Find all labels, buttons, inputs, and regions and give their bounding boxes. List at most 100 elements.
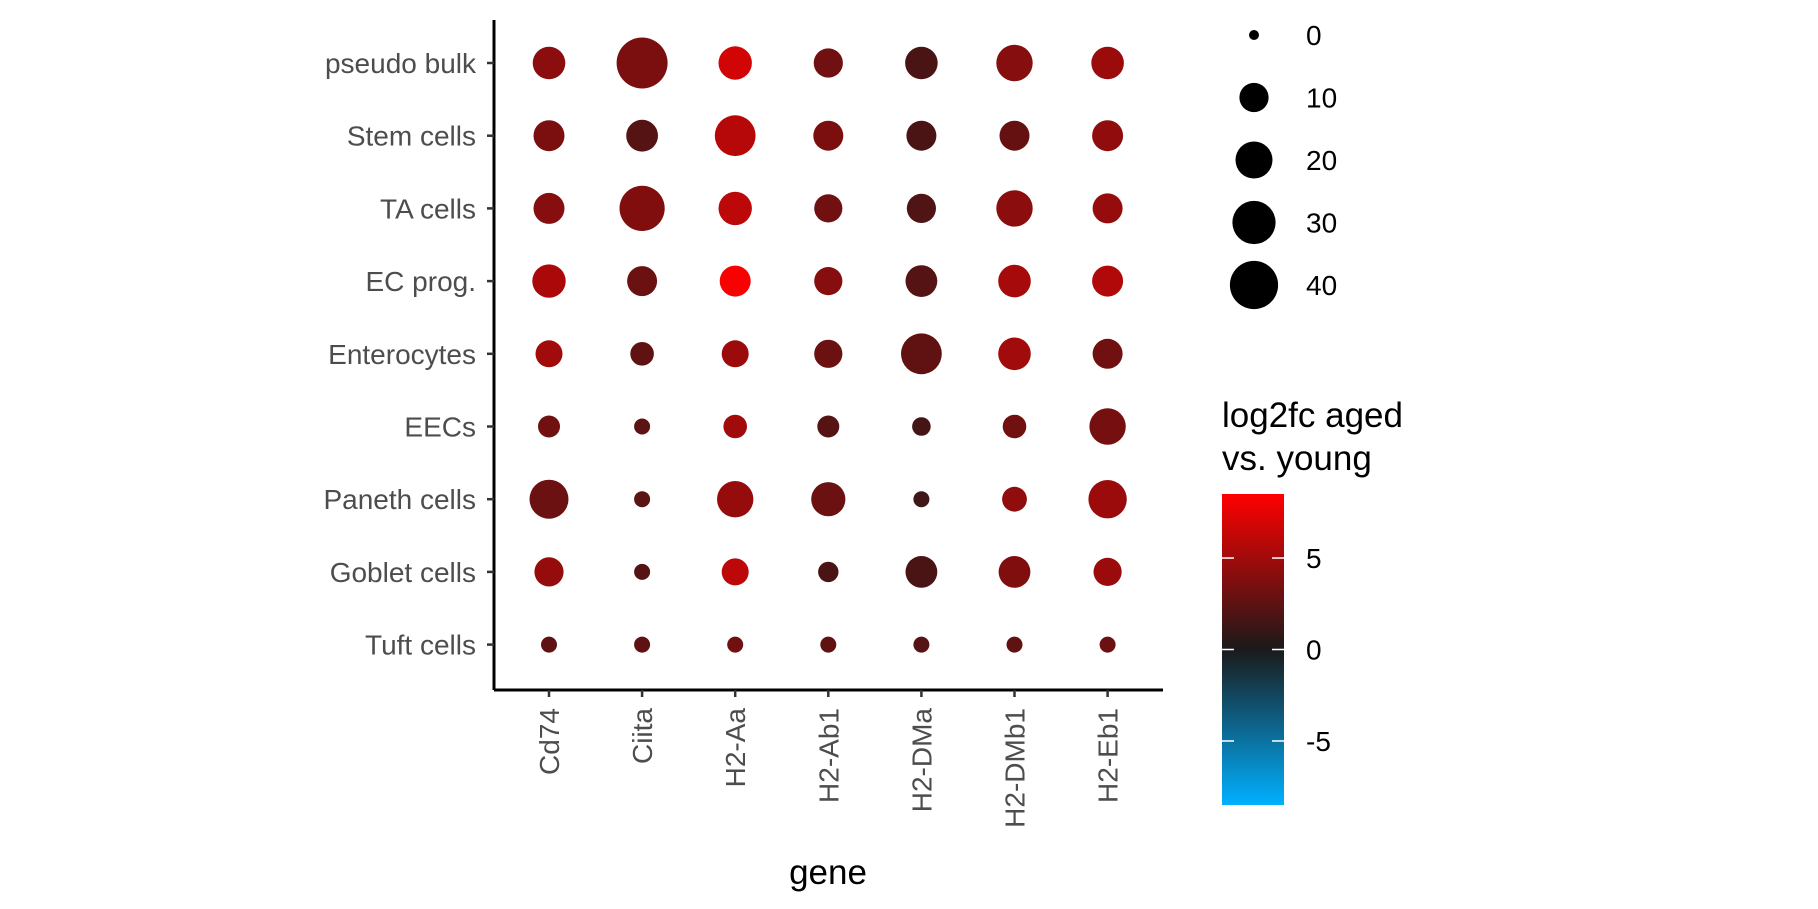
dot-eecs-h2-eb1 (1089, 408, 1126, 445)
size-legend: 0 10 20 30 40 (1229, 20, 1337, 310)
dot-goblet-cells-h2-dma (905, 556, 938, 588)
dot-enterocytes-h2-dmb1 (998, 337, 1031, 371)
x-tick-label: H2-Eb1 (1093, 708, 1124, 803)
dot-goblet-cells-cd74 (534, 557, 564, 587)
size-legend-key (1232, 200, 1276, 245)
y-tick-label: Enterocytes (328, 339, 476, 370)
size-legend-label: 0 (1306, 20, 1322, 51)
y-tick-label: Goblet cells (330, 557, 476, 588)
dot-goblet-cells-h2-dmb1 (998, 556, 1031, 588)
dot-pseudo-bulk-h2-ab1 (813, 48, 843, 78)
dot-ta-cells-cd74 (533, 192, 565, 224)
size-legend-key (1249, 30, 1259, 40)
dot-tuft-cells-h2-dma (913, 636, 930, 653)
dot-pseudo-bulk-cd74 (532, 46, 566, 80)
dot-eecs-h2-dmb1 (1002, 414, 1027, 439)
y-tick-label: EC prog. (366, 266, 477, 297)
dot-eecs-cd74 (538, 415, 560, 438)
dot-goblet-cells-h2-aa (721, 558, 749, 586)
size-legend-key (1239, 82, 1269, 113)
dot-ec-prog--h2-aa (719, 265, 751, 297)
size-legend-label: 30 (1306, 208, 1337, 239)
dot-pseudo-bulk-ciita (616, 37, 668, 89)
dot-pseudo-bulk-h2-eb1 (1091, 46, 1124, 80)
x-axis-title: gene (789, 853, 867, 892)
color-legend-title-line-1: log2fc aged (1222, 396, 1403, 435)
y-tick-label: Tuft cells (365, 630, 476, 661)
dot-enterocytes-h2-ab1 (814, 339, 843, 368)
size-legend-label: 20 (1306, 145, 1337, 176)
dot-enterocytes-h2-eb1 (1092, 338, 1123, 369)
dot-pseudo-bulk-h2-aa (718, 46, 752, 80)
dot-tuft-cells-h2-eb1 (1099, 636, 1116, 653)
x-tick-label: Cd74 (534, 708, 565, 775)
dot-paneth-cells-h2-dma (913, 491, 930, 508)
dot-enterocytes-cd74 (535, 340, 563, 368)
dot-enterocytes-h2-aa (721, 340, 749, 368)
dot-tuft-cells-h2-dmb1 (1006, 636, 1023, 653)
plot-panel: pseudo bulk Stem cells TA cells EC prog. Ent… (323, 20, 1163, 892)
dot-ta-cells-h2-dma (906, 193, 937, 223)
dot-ta-cells-h2-aa (718, 191, 752, 226)
dot-enterocytes-h2-dma (901, 333, 942, 375)
dot-ta-cells-h2-ab1 (814, 194, 843, 223)
dot-goblet-cells-ciita (634, 563, 651, 580)
y-tick-label: pseudo bulk (325, 48, 477, 79)
colorbar-label: -5 (1306, 726, 1331, 757)
dot-stem-cells-h2-ab1 (813, 120, 844, 151)
dot-goblet-cells-h2-ab1 (818, 561, 839, 583)
dot-eecs-h2-ab1 (817, 415, 840, 438)
dot-stem-cells-h2-eb1 (1092, 120, 1124, 152)
size-legend-label: 40 (1306, 270, 1337, 301)
dot-stem-cells-ciita (626, 119, 658, 152)
size-legend-label: 10 (1306, 83, 1337, 114)
dot-ec-prog--h2-dmb1 (998, 264, 1031, 298)
dot-paneth-cells-h2-aa (717, 481, 754, 518)
dot-pseudo-bulk-h2-dma (905, 46, 938, 80)
color-legend: log2fc aged vs. young 5 0 -5 (1222, 396, 1403, 805)
size-legend-key (1235, 141, 1273, 179)
x-tick-label: Ciita (627, 708, 658, 764)
colorbar-ticks: 5 0 -5 (1222, 543, 1331, 757)
dot-ec-prog--cd74 (532, 264, 566, 298)
dot-paneth-cells-ciita (634, 491, 651, 508)
dot-tuft-cells-h2-aa (727, 636, 744, 653)
dot-stem-cells-h2-aa (714, 115, 756, 157)
dot-ec-prog--h2-eb1 (1092, 265, 1124, 297)
x-tick-label: H2-Ab1 (813, 708, 844, 803)
dot-goblet-cells-h2-eb1 (1093, 557, 1122, 587)
dot-stem-cells-h2-dmb1 (999, 120, 1030, 151)
y-tick-label: TA cells (380, 193, 476, 224)
y-tick-label: Paneth cells (323, 484, 476, 515)
dot-ec-prog--ciita (627, 266, 658, 297)
dot-eecs-h2-aa (723, 414, 747, 439)
dot-paneth-cells-h2-dmb1 (1002, 486, 1027, 512)
dot-pseudo-bulk-h2-dmb1 (996, 44, 1033, 82)
dot-ec-prog--h2-ab1 (814, 267, 843, 296)
dot-ec-prog--h2-dma (905, 265, 938, 297)
size-legend-key (1229, 260, 1279, 310)
dot-ta-cells-h2-dmb1 (996, 190, 1033, 227)
x-tick-label: H2-DMa (906, 708, 937, 813)
dot-ta-cells-ciita (619, 185, 665, 231)
dot-paneth-cells-cd74 (529, 479, 569, 519)
dot-tuft-cells-ciita (634, 636, 651, 653)
color-legend-title-line-2: vs. young (1222, 439, 1372, 478)
colorbar-label: 0 (1306, 635, 1322, 666)
x-axis-ticks: Cd74 Ciita H2-Aa H2-Ab1 H2-DMa H2-DMb1 H2-Eb1 (534, 690, 1124, 828)
dot-paneth-cells-h2-ab1 (811, 482, 846, 517)
x-tick-label: H2-Aa (720, 708, 751, 788)
dot-eecs-ciita (634, 418, 651, 435)
dot-tuft-cells-cd74 (541, 636, 557, 653)
dot-paneth-cells-h2-eb1 (1088, 480, 1127, 519)
y-tick-label: EECs (404, 412, 476, 443)
dot-stem-cells-h2-dma (906, 120, 937, 151)
y-axis-ticks: pseudo bulk Stem cells TA cells EC prog. Ent… (323, 48, 494, 661)
x-tick-label: H2-DMb1 (1000, 708, 1031, 828)
colorbar-label: 5 (1306, 543, 1322, 574)
dot-ta-cells-h2-eb1 (1092, 193, 1123, 224)
dot-eecs-h2-dma (912, 417, 931, 436)
dots-layer (529, 37, 1127, 653)
dot-enterocytes-ciita (630, 342, 654, 366)
